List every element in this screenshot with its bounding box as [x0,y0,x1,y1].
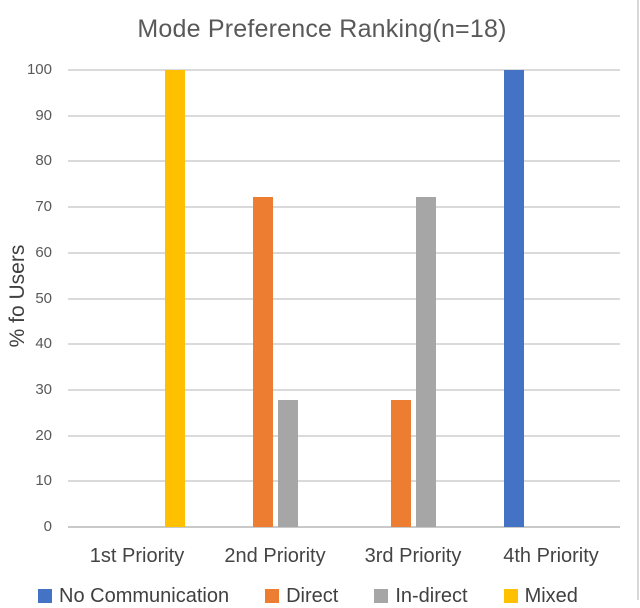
legend-item: In-direct [374,585,468,608]
legend-item: Direct [265,585,338,608]
y-tick-label: 100 [26,61,52,78]
gridline [68,160,620,163]
legend-label: Mixed [524,585,578,607]
x-axis-line [68,526,620,528]
legend-swatch [374,589,389,603]
gridline [68,388,620,391]
bar-direct [252,197,273,527]
y-tick-label: 50 [35,289,52,307]
legend-swatch [503,589,518,603]
plot-area [68,69,620,528]
y-tick-label: 10 [35,472,52,490]
gridline [68,343,620,346]
gridline [68,114,620,117]
gridline [68,480,620,483]
x-category-label: 3rd Priority [364,545,462,567]
legend-item: No Communication [38,585,229,608]
legend-item: Mixed [503,585,578,608]
legend-label: In-direct [395,585,468,607]
chart-frame-right-border [637,0,639,600]
legend-swatch [265,589,280,603]
legend-label: No Communication [59,585,230,607]
x-category-label: 2nd Priority [224,545,326,567]
y-tick-label: 90 [35,106,52,124]
legend-label: Direct [286,585,339,607]
x-category-label: 1st Priority [89,545,185,567]
y-tick-label: 30 [35,380,52,398]
x-category-label: 4th Priority [503,545,599,567]
legend-swatch [38,589,52,603]
gridline [68,434,620,437]
y-tick-label: 80 [35,152,52,170]
bar-no-communication [503,70,524,527]
bar-in-direct [415,197,436,527]
gridline [68,206,620,209]
gridline [68,297,620,300]
gridline [68,251,620,254]
y-tick-label: 40 [35,335,52,353]
y-tick-label: 60 [35,243,52,261]
y-tick-label: 70 [35,198,52,216]
chart-title: Mode Preference Ranking(n=18) [137,15,507,43]
bar-direct [390,399,411,527]
bar-in-direct [277,399,298,527]
legend: No Communication Direct In-direct Mixed [38,585,578,608]
gridline [68,69,620,71]
y-tick-label: 20 [35,426,52,444]
bar-mixed [164,70,185,527]
y-tick-label: 0 [43,518,52,535]
